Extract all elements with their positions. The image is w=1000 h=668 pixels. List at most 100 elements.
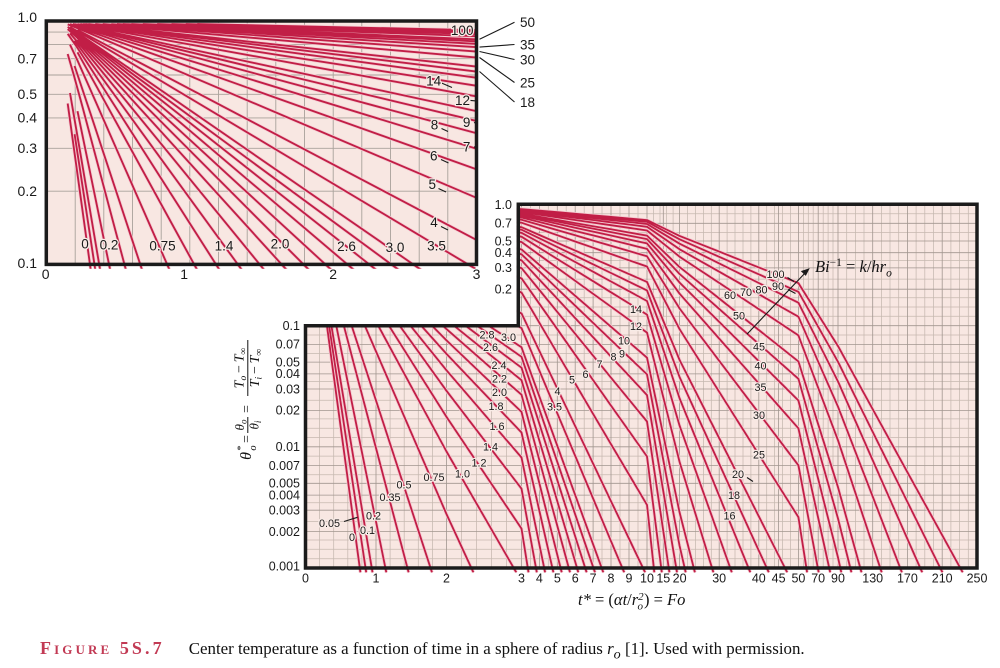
- svg-text:0: 0: [42, 266, 50, 282]
- svg-text:130: 130: [862, 572, 883, 586]
- svg-text:2.2: 2.2: [492, 373, 507, 385]
- svg-text:40: 40: [752, 572, 766, 586]
- svg-text:*: *: [236, 445, 247, 450]
- svg-text:0.1: 0.1: [18, 255, 38, 271]
- svg-text:=: =: [240, 405, 255, 413]
- svg-text:0.004: 0.004: [269, 488, 300, 502]
- svg-text:7: 7: [590, 572, 597, 586]
- svg-text:35: 35: [754, 382, 766, 394]
- svg-text:0.2: 0.2: [18, 183, 38, 199]
- svg-text:8: 8: [608, 572, 615, 586]
- svg-text:0.7: 0.7: [495, 217, 512, 231]
- svg-text:12: 12: [630, 321, 642, 333]
- svg-text:0.7: 0.7: [18, 51, 38, 67]
- svg-text:30: 30: [753, 410, 765, 422]
- svg-text:25: 25: [520, 75, 535, 90]
- svg-text:30: 30: [712, 572, 726, 586]
- svg-text:0.35: 0.35: [379, 492, 400, 504]
- svg-text:0.01: 0.01: [276, 440, 300, 454]
- svg-text:1.0: 1.0: [495, 198, 512, 212]
- svg-text:100: 100: [766, 269, 784, 281]
- svg-text:8: 8: [431, 117, 439, 132]
- svg-text:0.001: 0.001: [269, 560, 300, 574]
- svg-text:0: 0: [349, 532, 355, 544]
- svg-text:0.2: 0.2: [100, 238, 119, 253]
- svg-text:14: 14: [630, 304, 642, 316]
- svg-text:30: 30: [520, 52, 535, 67]
- svg-text:3.5: 3.5: [547, 401, 562, 413]
- svg-text:0.75: 0.75: [149, 239, 175, 254]
- svg-text:2.0: 2.0: [271, 237, 290, 252]
- svg-text:3.0: 3.0: [386, 240, 405, 255]
- svg-text:2.0: 2.0: [492, 387, 507, 399]
- svg-text:=: =: [240, 435, 255, 443]
- svg-text:1: 1: [373, 572, 380, 586]
- svg-text:70: 70: [811, 572, 825, 586]
- svg-text:To − T∞: To − T∞: [233, 347, 250, 388]
- svg-text:θo: θo: [232, 419, 249, 430]
- svg-text:50: 50: [733, 310, 745, 322]
- svg-text:0.1: 0.1: [283, 319, 300, 333]
- svg-text:90: 90: [772, 281, 784, 293]
- svg-text:0: 0: [302, 572, 309, 586]
- svg-text:3: 3: [518, 572, 525, 586]
- svg-text:2.4: 2.4: [491, 360, 506, 372]
- svg-text:0.4: 0.4: [18, 110, 38, 126]
- svg-text:18: 18: [520, 95, 535, 110]
- svg-text:0.4: 0.4: [495, 246, 512, 260]
- svg-text:3.5: 3.5: [427, 239, 446, 254]
- svg-text:5: 5: [569, 374, 575, 386]
- svg-text:50: 50: [791, 572, 805, 586]
- svg-text:3.0: 3.0: [501, 332, 516, 344]
- svg-text:40: 40: [754, 360, 766, 372]
- svg-text:2: 2: [443, 572, 450, 586]
- svg-text:2: 2: [329, 266, 337, 282]
- svg-text:18: 18: [728, 490, 740, 502]
- svg-text:14: 14: [426, 74, 442, 89]
- svg-text:1.4: 1.4: [215, 239, 234, 254]
- svg-text:70: 70: [740, 287, 752, 299]
- svg-text:16: 16: [723, 510, 735, 522]
- svg-text:45: 45: [753, 341, 765, 353]
- svg-text:0.3: 0.3: [495, 261, 512, 275]
- svg-text:0.2: 0.2: [495, 282, 512, 296]
- svg-text:1.8: 1.8: [488, 401, 503, 413]
- svg-text:45: 45: [772, 572, 786, 586]
- svg-text:4: 4: [554, 386, 560, 398]
- svg-text:0.005: 0.005: [269, 477, 300, 491]
- svg-text:5: 5: [429, 177, 437, 192]
- svg-text:50: 50: [520, 15, 535, 30]
- svg-text:90: 90: [831, 572, 845, 586]
- svg-text:12: 12: [455, 93, 470, 108]
- svg-text:5: 5: [554, 572, 561, 586]
- svg-text:θi: θi: [247, 420, 264, 429]
- svg-text:Ti − T∞: Ti − T∞: [248, 349, 265, 388]
- svg-text:0.75: 0.75: [423, 472, 444, 484]
- svg-text:80: 80: [755, 284, 767, 296]
- svg-text:10: 10: [618, 335, 630, 347]
- svg-text:15: 15: [656, 572, 670, 586]
- svg-text:0.003: 0.003: [269, 503, 300, 517]
- svg-text:1.6: 1.6: [489, 421, 504, 433]
- svg-text:2.6: 2.6: [483, 342, 498, 354]
- svg-text:2.6: 2.6: [337, 239, 356, 254]
- svg-text:0: 0: [81, 237, 89, 252]
- svg-text:250: 250: [967, 572, 988, 586]
- svg-text:0.03: 0.03: [276, 382, 300, 396]
- svg-text:0.1: 0.1: [360, 525, 375, 537]
- svg-text:2.8: 2.8: [479, 329, 494, 341]
- svg-text:6: 6: [572, 572, 579, 586]
- svg-text:0.05: 0.05: [276, 355, 300, 369]
- svg-text:3: 3: [473, 266, 481, 282]
- svg-text:7: 7: [463, 139, 471, 154]
- svg-text:8: 8: [610, 351, 616, 363]
- svg-text:6: 6: [582, 369, 588, 381]
- svg-text:9: 9: [463, 115, 471, 130]
- svg-text:170: 170: [897, 572, 918, 586]
- svg-text:10: 10: [640, 572, 654, 586]
- svg-text:9: 9: [619, 348, 625, 360]
- svg-text:0.5: 0.5: [495, 234, 512, 248]
- svg-text:1: 1: [180, 266, 188, 282]
- svg-text:100: 100: [451, 23, 474, 38]
- svg-text:t* = (αt/r2o) = Fo: t* = (αt/r2 o) = Fo: [578, 590, 685, 613]
